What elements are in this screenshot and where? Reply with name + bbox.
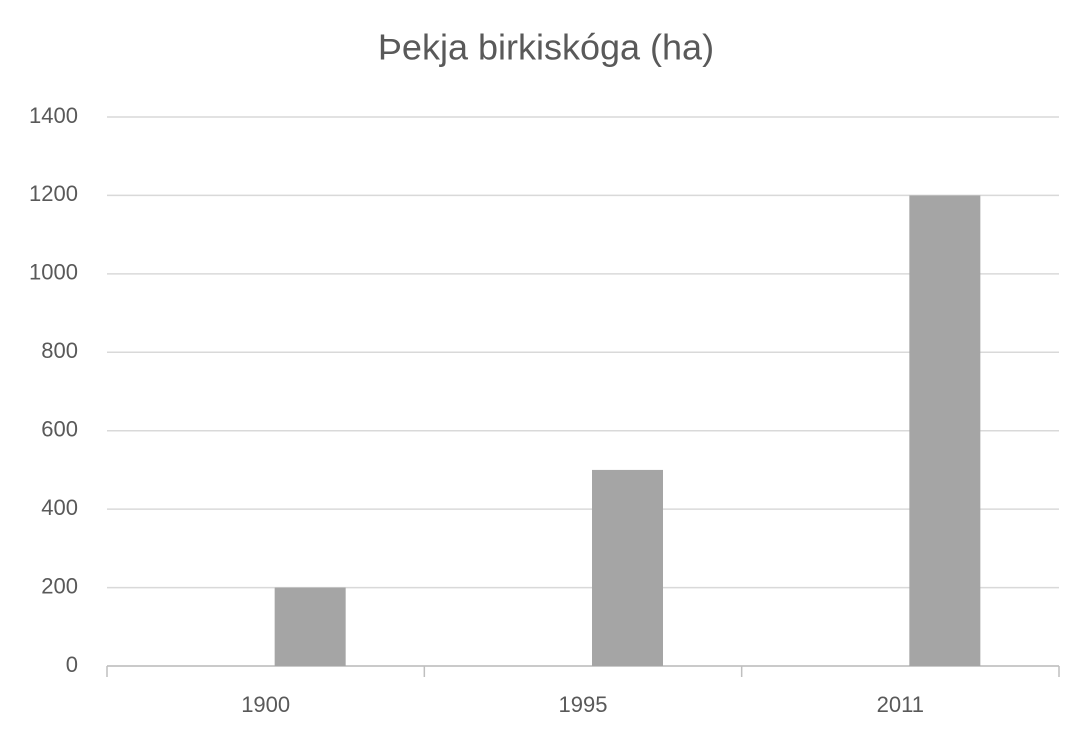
y-tick-label: 0 xyxy=(66,652,78,677)
y-tick-label: 600 xyxy=(41,417,78,442)
x-tick-label: 1995 xyxy=(559,692,608,717)
y-tick-label: 200 xyxy=(41,573,78,598)
y-tick-label: 1400 xyxy=(29,103,78,128)
bar xyxy=(909,195,981,666)
y-tick-label: 400 xyxy=(41,495,78,520)
bar xyxy=(592,469,663,666)
x-tick-label: 1900 xyxy=(241,692,290,717)
y-tick-label: 1200 xyxy=(29,181,78,206)
chart-title: Þekja birkiskóga (ha) xyxy=(378,27,714,68)
x-tick-label: 2011 xyxy=(877,692,924,717)
y-tick-label: 800 xyxy=(41,338,78,363)
bar xyxy=(274,587,346,666)
y-tick-label: 1000 xyxy=(29,260,78,285)
